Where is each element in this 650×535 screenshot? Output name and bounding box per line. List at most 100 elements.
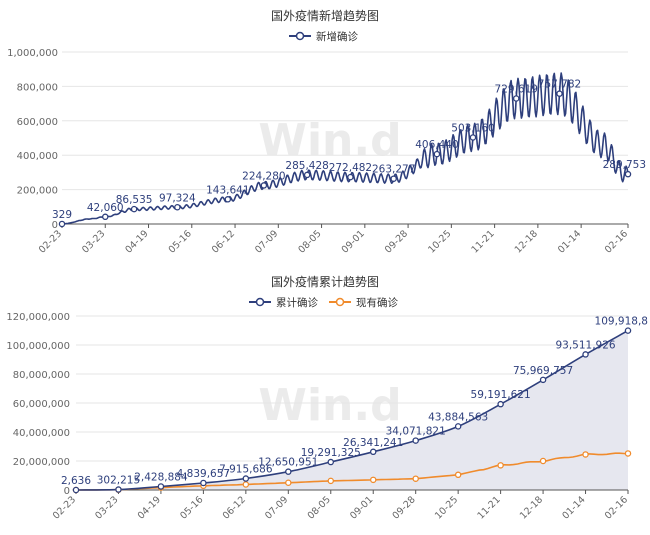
data-point[interactable] xyxy=(469,134,477,141)
legend-marker-new-cases xyxy=(295,31,305,41)
data-point[interactable] xyxy=(512,95,520,102)
data-point-cumulative[interactable] xyxy=(539,376,547,384)
data-point-active[interactable] xyxy=(582,451,589,458)
x-tick-label: 12-18 xyxy=(518,494,545,521)
x-tick-label: 05-16 xyxy=(167,228,194,255)
data-point-cumulative[interactable] xyxy=(624,327,632,334)
x-tick-label: 01-14 xyxy=(556,228,583,255)
data-point-cumulative[interactable] xyxy=(327,458,335,466)
legend-marker-cumulative xyxy=(255,297,265,307)
x-tick-label: 04-19 xyxy=(123,228,150,255)
legend-label-new-cases: 新增确诊 xyxy=(316,30,358,43)
legend-label-active: 现有确诊 xyxy=(356,296,398,309)
data-label: 59,191,621 xyxy=(471,389,531,401)
data-point-active[interactable] xyxy=(412,475,419,482)
y-tick-labels: 0 200,000 400,000 600,000 800,000 1,000,000 xyxy=(7,48,58,231)
x-tick-label: 08-05 xyxy=(296,228,323,255)
y-tick-label: 800,000 xyxy=(17,82,58,93)
y-tick-label: 120,000,000 xyxy=(6,312,70,323)
data-point[interactable] xyxy=(260,182,268,189)
data-point-active[interactable] xyxy=(369,476,377,484)
data-point-active[interactable] xyxy=(327,477,335,485)
data-point[interactable] xyxy=(433,150,441,158)
data-point-cumulative[interactable] xyxy=(412,437,419,444)
data-point-active[interactable] xyxy=(497,462,504,469)
x-tick-label: 06-12 xyxy=(221,494,248,521)
x-tick-label: 02-23 xyxy=(51,494,78,521)
data-point-cumulative[interactable] xyxy=(157,483,165,490)
chart-title: 国外疫情新增趋势图 xyxy=(271,8,379,23)
data-point[interactable] xyxy=(224,196,232,203)
data-point[interactable] xyxy=(390,175,397,182)
series-line-cumulative xyxy=(75,329,629,491)
series-line-active xyxy=(76,452,629,491)
x-tick-label: 03-23 xyxy=(80,228,107,255)
data-label: 729,619 xyxy=(495,84,538,96)
x-tick-label: 08-05 xyxy=(306,494,333,521)
data-point[interactable] xyxy=(624,170,632,178)
data-label: 34,071,821 xyxy=(386,426,446,438)
data-label: 7,915,686 xyxy=(219,464,273,476)
data-point-cumulative[interactable] xyxy=(72,486,80,494)
data-label: 75,969,757 xyxy=(513,365,573,377)
data-point-active[interactable] xyxy=(454,471,462,479)
data-point-cumulative[interactable] xyxy=(285,468,292,475)
legend-marker-active xyxy=(335,297,345,307)
data-point-cumulative[interactable] xyxy=(497,400,504,408)
data-point[interactable] xyxy=(58,220,66,228)
y-tick-label: 80,000,000 xyxy=(13,370,70,381)
x-tick-label: 09-28 xyxy=(391,494,418,521)
data-label: 263,277 xyxy=(372,164,415,176)
x-tick-label: 02-16 xyxy=(603,228,630,255)
cumulative-cases-chart: Win.d 国外疫情累计趋势图 累计确诊 现有确诊 0 20,000,000 40,… xyxy=(6,274,648,522)
chart-title: 国外疫情累计趋势图 xyxy=(271,274,379,289)
data-label: 93,511,926 xyxy=(555,339,615,351)
data-point-cumulative[interactable] xyxy=(115,486,122,493)
x-tick-label: 09-01 xyxy=(348,494,375,521)
x-tick-label: 11-21 xyxy=(475,494,502,521)
data-point-active[interactable] xyxy=(242,481,250,488)
x-tick-label: 06-12 xyxy=(210,228,237,255)
cumulative-area-fill xyxy=(76,330,628,490)
data-point-active[interactable] xyxy=(539,457,547,465)
x-tick-label: 05-16 xyxy=(178,494,205,521)
data-point[interactable] xyxy=(556,90,563,97)
data-point[interactable] xyxy=(303,171,311,179)
data-label: 97,324 xyxy=(159,192,196,204)
data-label: 289,753 xyxy=(603,159,646,171)
data-point[interactable] xyxy=(347,173,354,181)
data-point-cumulative[interactable] xyxy=(454,423,462,430)
data-point-active[interactable] xyxy=(285,479,292,486)
data-point[interactable] xyxy=(102,213,109,221)
y-tick-label: 1,000,000 xyxy=(7,48,58,59)
y-tick-label: 600,000 xyxy=(17,117,58,128)
x-tick-label: 02-23 xyxy=(37,228,64,255)
data-point-cumulative[interactable] xyxy=(242,475,250,482)
data-label: 2,636 xyxy=(61,475,91,487)
x-tick-labels: 02-23 03-23 04-19 05-16 06-12 07-09 08-05 09-01… xyxy=(51,490,630,522)
x-tick-labels: 02-23 03-23 04-19 05-16 06-12 07-09 08-05 09-01… xyxy=(37,224,630,256)
x-tick-label: 03-23 xyxy=(93,494,120,521)
legend[interactable]: 新增确诊 xyxy=(289,30,358,43)
data-point[interactable] xyxy=(130,205,138,213)
data-label: 86,535 xyxy=(116,194,153,206)
series-markers xyxy=(58,90,632,228)
data-label: 19,291,325 xyxy=(301,447,361,459)
data-point-cumulative[interactable] xyxy=(582,351,589,358)
data-label: 503,160 xyxy=(451,122,494,134)
data-point-cumulative[interactable] xyxy=(369,448,377,456)
data-point[interactable] xyxy=(174,204,181,211)
data-label: 302,215 xyxy=(97,475,140,487)
data-point-active[interactable] xyxy=(624,450,632,457)
legend[interactable]: 累计确诊 现有确诊 xyxy=(249,296,398,309)
data-point-cumulative[interactable] xyxy=(200,479,207,487)
x-tick-label: 09-28 xyxy=(383,228,410,255)
data-label: 4,839,657 xyxy=(177,468,230,480)
data-label: 757,782 xyxy=(538,79,581,91)
watermark: Win.d xyxy=(258,115,401,166)
data-label: 43,884,563 xyxy=(428,411,488,423)
x-tick-label: 01-14 xyxy=(560,494,587,521)
data-label: 2,428,884 xyxy=(134,471,188,483)
